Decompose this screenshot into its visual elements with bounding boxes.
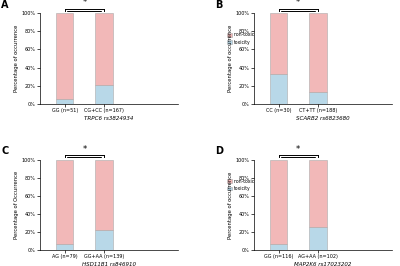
Bar [56, 160, 73, 244]
X-axis label: TRPC6 rs3824934: TRPC6 rs3824934 [84, 116, 134, 120]
Bar [270, 244, 287, 250]
Y-axis label: Percentage of occurrence: Percentage of occurrence [228, 171, 233, 239]
Legend: non-toxicity, toxicity: non-toxicity, toxicity [227, 32, 261, 45]
Bar [270, 74, 287, 104]
X-axis label: MAP2K6 rs17023202: MAP2K6 rs17023202 [294, 262, 352, 266]
Text: *: * [296, 0, 300, 7]
Bar [270, 13, 287, 74]
Text: *: * [82, 145, 86, 154]
Bar [270, 160, 287, 244]
Bar [310, 160, 327, 227]
Bar [56, 13, 73, 99]
Legend: non-toxicity, toxicity: non-toxicity, toxicity [227, 178, 261, 192]
Text: A: A [1, 0, 9, 10]
Text: D: D [215, 146, 223, 156]
Bar [310, 92, 327, 104]
X-axis label: SCARB2 rs6823680: SCARB2 rs6823680 [296, 116, 350, 120]
Bar [56, 99, 73, 104]
Text: C: C [1, 146, 8, 156]
Y-axis label: Percentage of occurrence: Percentage of occurrence [14, 25, 19, 92]
Bar [310, 227, 327, 250]
X-axis label: HSD11B1 rs846910: HSD11B1 rs846910 [82, 262, 136, 266]
Bar [56, 244, 73, 250]
Text: *: * [82, 0, 86, 7]
Y-axis label: Percentage of occurrence: Percentage of occurrence [228, 25, 233, 92]
Bar [96, 13, 113, 85]
Bar [96, 230, 113, 250]
Bar [96, 160, 113, 230]
Text: B: B [215, 0, 223, 10]
Bar [96, 85, 113, 104]
Bar [310, 13, 327, 92]
Text: *: * [296, 145, 300, 154]
Y-axis label: Percentage of Occurrence: Percentage of Occurrence [14, 171, 19, 239]
